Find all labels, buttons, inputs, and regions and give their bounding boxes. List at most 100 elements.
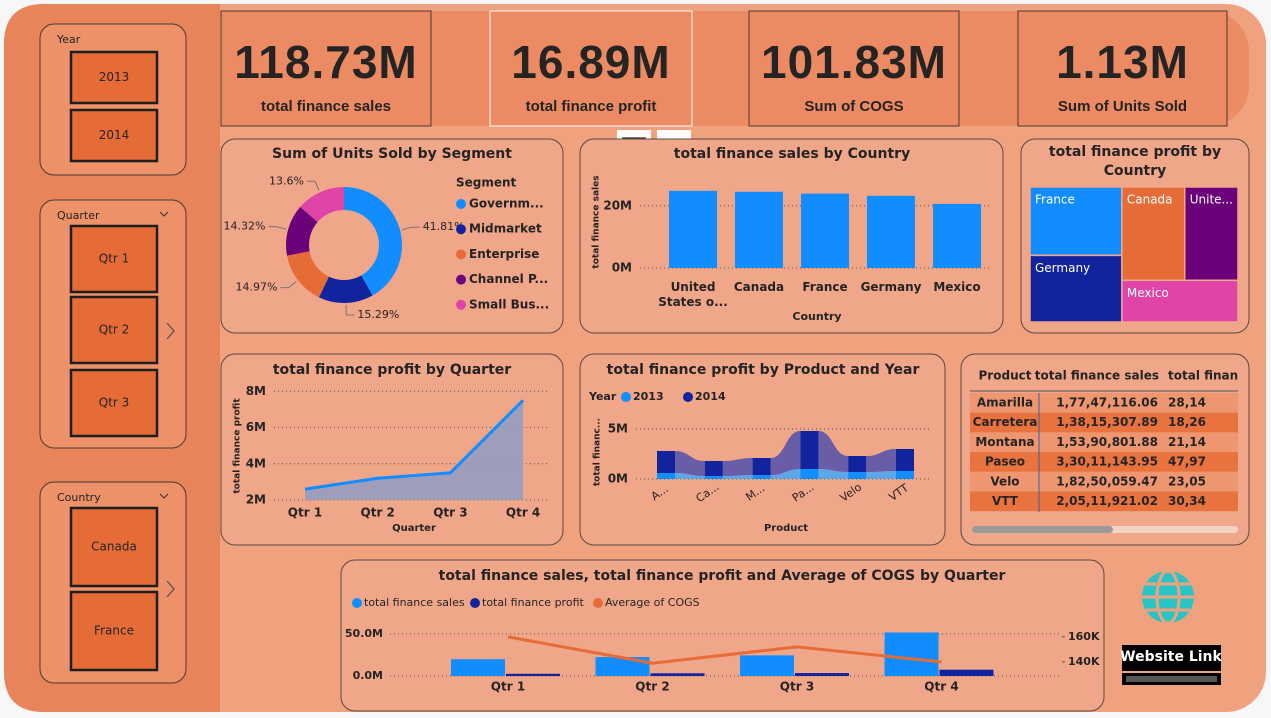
- ribbon-column: [896, 449, 914, 471]
- slicer-item-label[interactable]: Qtr 3: [99, 396, 130, 410]
- kpi-value: 1.13M: [1056, 36, 1189, 88]
- slicer-item-label[interactable]: Qtr 1: [99, 252, 130, 266]
- y-axis-title: total financ...: [593, 418, 603, 486]
- ribbon: [722, 458, 753, 476]
- scroll-arrow: [166, 322, 175, 340]
- bar: [650, 673, 705, 676]
- y-tick-label: 0M: [612, 261, 632, 275]
- bar: [506, 673, 560, 676]
- slicer-item-label[interactable]: France: [94, 624, 134, 638]
- x-tick-label-box: Canada: [733, 280, 785, 294]
- table-cell: 1,77,47,116.06: [1056, 396, 1158, 410]
- legend-label: 2013: [633, 390, 664, 403]
- line: [304, 399, 525, 491]
- x-tick-label: France: [802, 280, 848, 294]
- bar: [795, 673, 849, 676]
- link-button[interactable]: [1122, 645, 1221, 671]
- slicer-item[interactable]: [69, 50, 159, 105]
- kpi-value: 101.83M: [761, 36, 947, 88]
- x-tick-label: Qtr 4: [506, 506, 540, 520]
- legend-marker: [683, 392, 693, 402]
- legend-title: Segment: [456, 176, 517, 190]
- ribbon: [866, 449, 896, 472]
- table-cell: Velo: [990, 474, 1019, 488]
- x-axis-title: Country: [792, 310, 841, 323]
- table-cell: 47,97: [1168, 455, 1206, 469]
- legend-label: Governm...: [469, 197, 544, 211]
- dropdown-chevron: [159, 211, 169, 217]
- ribbon-column: [704, 461, 723, 476]
- bar: [939, 669, 994, 676]
- ribbon-column: [848, 472, 867, 479]
- y-axis-title: total finance profit: [233, 398, 243, 494]
- table: Product total finance sales total financ Am…: [970, 362, 1238, 512]
- tile-label: Unite...: [1190, 193, 1233, 207]
- table-cell: 3,30,11,143.95: [1056, 455, 1158, 469]
- x-tick-label: Canada: [733, 280, 785, 294]
- slicer-title: Country: [57, 491, 101, 504]
- slicer-item-label[interactable]: Qtr 2: [99, 323, 130, 337]
- table-cell: 23,05: [1168, 474, 1206, 488]
- table-cell: VTT: [992, 494, 1019, 508]
- x-tick-label: Qtr 2: [635, 680, 669, 694]
- slicer-item-label[interactable]: 2013: [99, 70, 130, 84]
- ribbon: [866, 471, 896, 479]
- bar: [933, 203, 981, 268]
- ribbon-column: [657, 473, 675, 479]
- legend-marker: [470, 598, 480, 608]
- ribbon-column: [896, 471, 914, 479]
- slicer-item[interactable]: [69, 108, 159, 163]
- table-cell: 1,82,50,059.47: [1056, 474, 1158, 488]
- table-cell: 18,26: [1168, 415, 1206, 429]
- leader-line: [401, 226, 420, 231]
- ribbon-column: [704, 476, 723, 479]
- table-row: [970, 432, 1238, 453]
- line: [507, 635, 942, 665]
- slicer-item[interactable]: [69, 590, 159, 672]
- ribbon-column: [800, 431, 819, 469]
- tile-label: Canada: [1127, 193, 1173, 207]
- data-label: 14.97%: [235, 281, 277, 294]
- donut-slice: [318, 275, 373, 303]
- kpi-label: total finance sales: [261, 98, 391, 115]
- x-tick-label: Qtr 4: [924, 680, 958, 694]
- treemap-tile: [1121, 186, 1186, 282]
- x-tick-label: Qtr 2: [361, 506, 395, 520]
- chart-title: Sum of Units Sold by Segment: [272, 146, 512, 162]
- legend-label: total finance profit: [482, 596, 584, 609]
- table-row: [970, 393, 1238, 413]
- slicer-item[interactable]: [69, 368, 159, 438]
- x-tick-label: Qtr 1: [288, 506, 322, 520]
- legend-marker: [456, 299, 466, 310]
- link-text[interactable]: Website Link: [1120, 649, 1222, 665]
- data-label: 13.6%: [269, 174, 304, 187]
- slicer-item-label[interactable]: Canada: [91, 540, 137, 554]
- slicer-item-label[interactable]: 2014: [99, 128, 130, 142]
- x-tick-label-box: France: [802, 280, 848, 294]
- legend-marker: [593, 598, 603, 608]
- data-label: 14.32%: [224, 220, 266, 233]
- slicer-item[interactable]: [69, 506, 159, 588]
- table-cell: 21,14: [1168, 435, 1206, 449]
- scrollbar-thumb[interactable]: [972, 526, 1113, 533]
- kpi-card: [489, 10, 693, 127]
- y-tick-label: 5M: [608, 422, 628, 436]
- slicer-item[interactable]: [69, 295, 159, 365]
- y-tick-label: 50.0M: [345, 627, 383, 640]
- legend-label: Channel P...: [469, 272, 548, 286]
- leader-line: [345, 304, 355, 316]
- y-tick-label: 20M: [603, 198, 632, 212]
- table-cell: Paseo: [985, 455, 1025, 469]
- tile-label: Mexico: [1127, 286, 1169, 300]
- table-cell: Carretera: [973, 415, 1038, 429]
- tile-label: Germany: [1035, 261, 1090, 275]
- slicer-item[interactable]: [69, 224, 159, 294]
- ribbon: [818, 431, 849, 472]
- chart-title-box: total finance profit by Country: [1049, 144, 1221, 179]
- kpi-label: Sum of Units Sold: [1058, 98, 1187, 115]
- legend-label: Small Bus...: [469, 297, 549, 311]
- bar: [451, 659, 505, 676]
- kpi-label: total finance profit: [526, 98, 657, 115]
- ribbon-column: [752, 458, 771, 475]
- globe-icon[interactable]: [1142, 569, 1194, 625]
